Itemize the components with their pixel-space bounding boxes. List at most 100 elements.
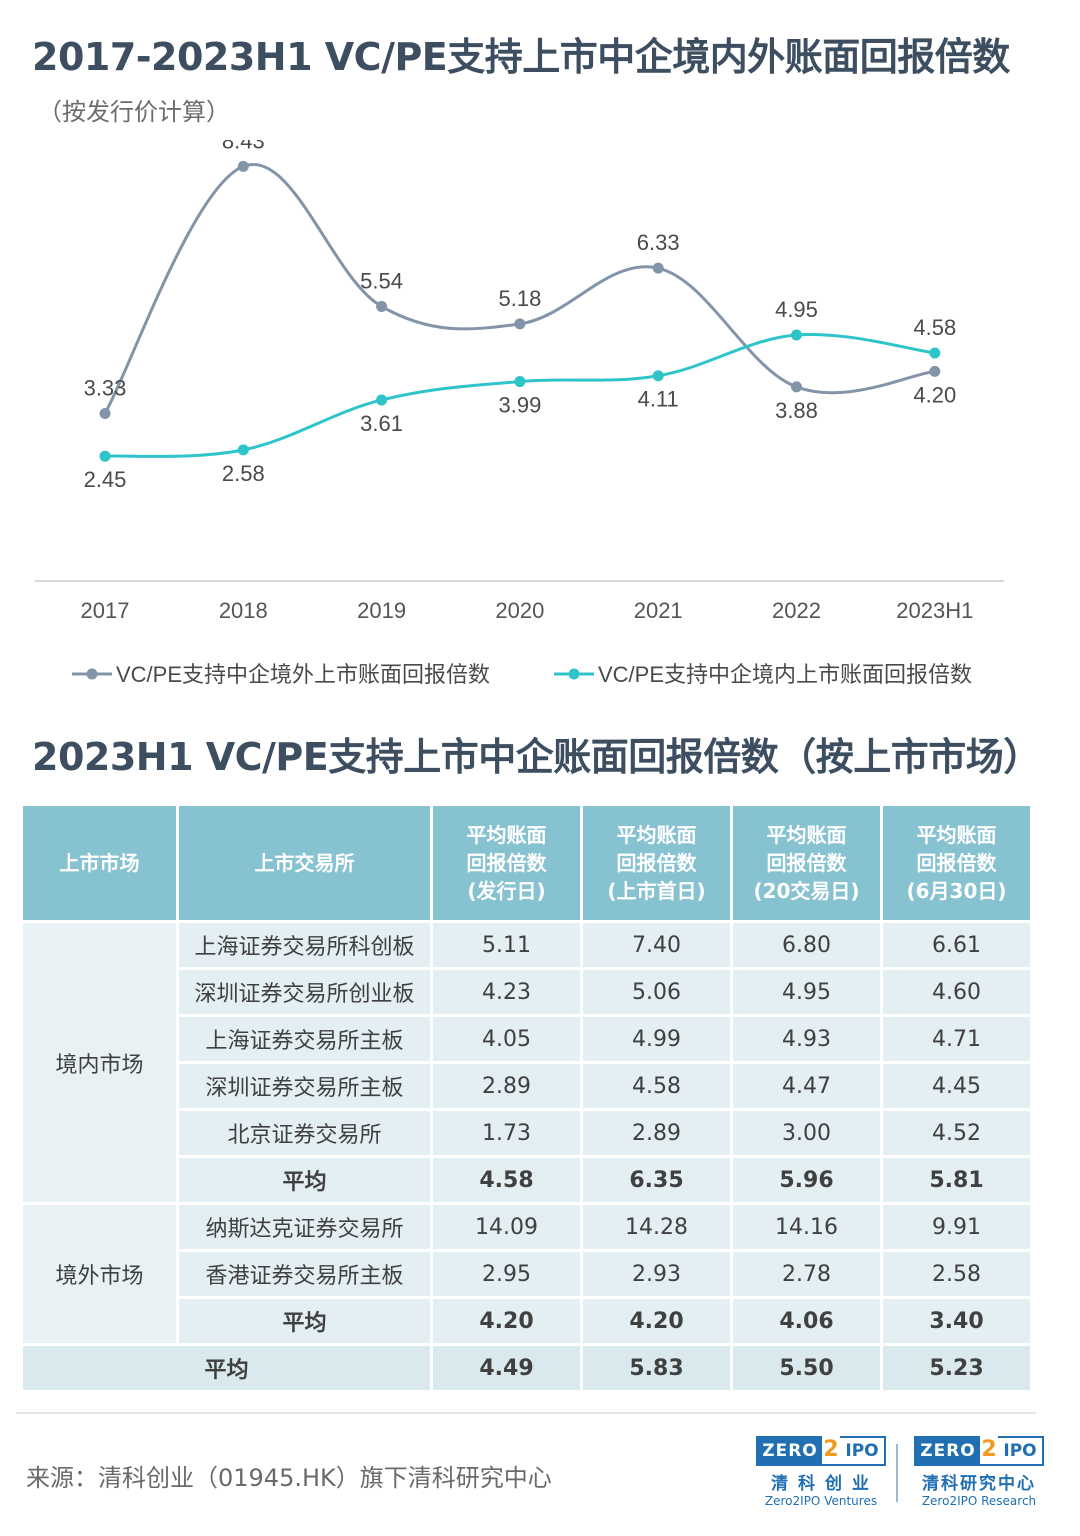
x-tick-label: 2019 xyxy=(357,598,406,623)
table-row: 上海证券交易所主板 4.05 4.99 4.93 4.71 xyxy=(22,1014,1033,1064)
value-cell: 2.95 xyxy=(430,1249,583,1299)
data-point xyxy=(652,370,664,382)
data-label: 4.20 xyxy=(913,382,956,407)
exchange-cell: 平均 xyxy=(176,1155,433,1205)
column-header-line: (上市首日) xyxy=(607,879,706,903)
value-cell: 4.06 xyxy=(730,1296,883,1346)
value-cell: 6.61 xyxy=(880,920,1033,970)
value-cell: 4.20 xyxy=(430,1296,583,1346)
table-row: 境外市场 纳斯达克证券交易所 14.09 14.28 14.16 9.91 xyxy=(20,1202,1033,1346)
value-cell: 3.00 xyxy=(730,1108,883,1158)
logo-mark-right: IPO xyxy=(998,1438,1042,1464)
chart-subtitle: （按发行价计算） xyxy=(38,98,230,126)
column-header-line: 回报倍数 xyxy=(466,851,547,875)
column-header: 平均账面回报倍数 (发行日) xyxy=(430,803,583,923)
value-cell: 5.11 xyxy=(430,920,583,970)
data-point xyxy=(99,408,111,420)
total-label-cell: 平均 xyxy=(20,1343,433,1393)
value-cell: 4.60 xyxy=(880,967,1033,1017)
data-point xyxy=(376,300,388,312)
data-label: 5.18 xyxy=(498,286,541,311)
exchange-cell: 北京证券交易所 xyxy=(176,1108,433,1158)
data-label: 4.58 xyxy=(913,315,956,340)
logo-mark: ZERO 2 IPO xyxy=(914,1434,1044,1466)
exchange-cell: 上海证券交易所科创板 xyxy=(176,920,433,970)
column-header: 平均账面 回报倍数 (6月30日) xyxy=(880,803,1033,923)
exchange-cell: 深圳证券交易所创业板 xyxy=(176,967,433,1017)
data-point xyxy=(237,444,249,456)
data-point xyxy=(376,394,388,406)
x-tick-label: 2017 xyxy=(81,598,130,623)
value-cell: 2.89 xyxy=(430,1061,583,1111)
logo-mark-mid: 2 xyxy=(822,1434,840,1464)
value-cell: 4.20 xyxy=(580,1296,733,1346)
line-chart: 2017 2018 2019 2020 2021 2022 2023H1 3.33 8.43 5.… xyxy=(35,140,1004,687)
table-header: 上市市场 上市交易所 平均账面 回报倍数 (发行日) 平均账面 回报倍数 (上市首日) 平均账面… xyxy=(20,803,1033,923)
total-value-cell: 5.50 xyxy=(730,1343,883,1393)
data-point xyxy=(929,365,941,377)
data-label: 3.33 xyxy=(84,376,127,401)
data-label: 8.43 xyxy=(222,140,265,153)
logo-en-name: Zero2IPO Ventures xyxy=(764,1494,878,1508)
series-line xyxy=(103,162,935,415)
chart-title: 2017-2023H1 VC/PE支持上市中企境内外账面回报倍数 xyxy=(32,35,1010,79)
value-cell: 5.81 xyxy=(880,1155,1033,1205)
data-label: 2.58 xyxy=(222,461,265,486)
column-header-line: 上市交易所 xyxy=(254,851,355,875)
footer-divider xyxy=(16,1412,1036,1414)
column-header-line: (20交易日) xyxy=(753,879,860,903)
value-cell: 5.06 xyxy=(580,967,733,1017)
column-header-line: 回报倍数 xyxy=(766,851,847,875)
column-header: 上市市场 xyxy=(20,803,179,923)
data-point xyxy=(99,450,111,462)
data-label: 6.33 xyxy=(637,230,680,255)
zero2ipo-research-logo: ZERO 2 IPO 清科研究中心 Zero2IPO Research xyxy=(914,1434,1044,1512)
value-cell: 4.52 xyxy=(880,1108,1033,1158)
table-body: 境内市场 上海证券交易所科创板 5.11 7.40 6.80 6.61 深圳证券交易所创业板… xyxy=(20,920,1033,1393)
value-cell: 14.09 xyxy=(430,1202,583,1252)
logo-mark-mid: 2 xyxy=(980,1434,998,1464)
value-cell: 2.78 xyxy=(730,1249,883,1299)
table-row: 境内市场 上海证券交易所科创板 5.11 7.40 6.80 6.61 xyxy=(20,920,1033,1205)
column-header: 平均账面 回报倍数 (20交易日) xyxy=(730,803,883,923)
value-cell: 1.73 xyxy=(430,1108,583,1158)
table-row: 平均 4.58 6.35 5.96 5.81 xyxy=(22,1155,1033,1205)
column-header-line: (发行日) xyxy=(467,879,546,903)
table-row: 北京证券交易所 1.73 2.89 3.00 4.52 xyxy=(22,1108,1033,1158)
logo-mark-left: ZERO xyxy=(916,1438,980,1464)
value-cell: 4.95 xyxy=(730,967,883,1017)
table-row: 深圳证券交易所创业板 4.23 5.06 4.95 4.60 xyxy=(22,967,1033,1017)
column-header-line: 平均账面 xyxy=(466,823,547,847)
exchange-cell: 平均 xyxy=(176,1296,433,1346)
value-cell: 2.58 xyxy=(880,1249,1033,1299)
value-cell: 6.80 xyxy=(730,920,883,970)
column-header-line: 平均账面 xyxy=(616,823,697,847)
value-cell: 4.71 xyxy=(880,1014,1033,1064)
data-label: 3.99 xyxy=(498,393,541,418)
legend-label: VC/PE支持中企境外上市账面回报倍数 xyxy=(116,662,490,687)
column-header-line: 平均账面 xyxy=(916,823,997,847)
value-cell: 14.16 xyxy=(730,1202,883,1252)
data-label: 3.88 xyxy=(775,398,818,423)
value-cell: 2.89 xyxy=(580,1108,733,1158)
value-cell: 4.47 xyxy=(730,1061,883,1111)
data-point xyxy=(791,329,802,341)
column-header: 平均账面 回报倍数 (上市首日) xyxy=(580,803,733,923)
data-label: 4.11 xyxy=(638,387,679,412)
data-point xyxy=(514,376,526,388)
value-cell: 4.93 xyxy=(730,1014,883,1064)
x-tick-label: 2020 xyxy=(495,598,544,623)
total-row: 平均 4.49 5.83 5.50 5.23 xyxy=(20,1343,1033,1393)
source-note: 来源：清科创业（01945.HK）旗下清科研究中心 xyxy=(26,1464,552,1492)
market-group-cell: 境内市场 xyxy=(20,920,179,1205)
data-label: 2.45 xyxy=(84,467,127,492)
value-cell: 4.58 xyxy=(580,1061,733,1111)
data-label: 3.61 xyxy=(360,411,403,436)
total-value-cell: 5.83 xyxy=(580,1343,733,1393)
value-cell: 4.99 xyxy=(580,1014,733,1064)
value-cell: 4.23 xyxy=(430,967,583,1017)
logo-en-name: Zero2IPO Research xyxy=(921,1494,1037,1508)
total-value-cell: 5.23 xyxy=(880,1343,1033,1393)
logo-cn-name: 清 科 创 业 xyxy=(771,1474,871,1494)
value-cell: 4.58 xyxy=(430,1155,583,1205)
